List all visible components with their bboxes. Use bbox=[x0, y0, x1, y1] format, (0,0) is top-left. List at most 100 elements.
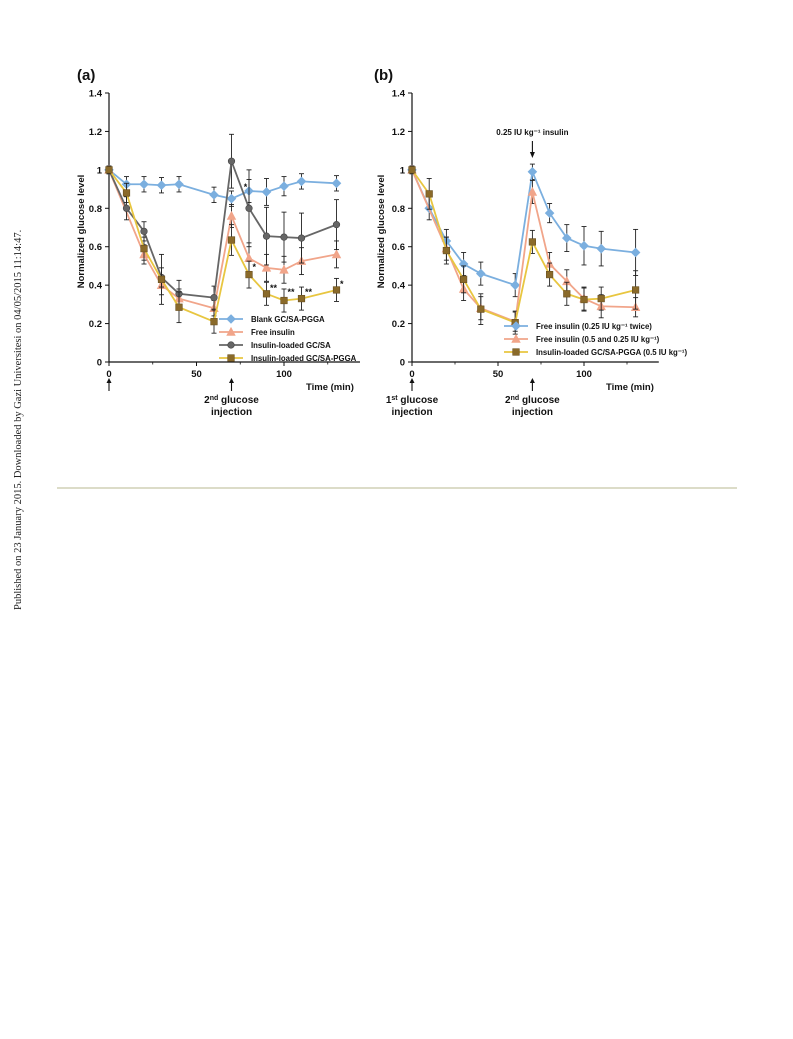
data-point bbox=[544, 208, 555, 218]
data-point bbox=[563, 290, 571, 298]
y-tick-label: 1.2 bbox=[89, 127, 102, 138]
y-tick-label: 1.4 bbox=[392, 89, 406, 100]
significance-mark: ** bbox=[288, 287, 296, 297]
data-point bbox=[156, 180, 167, 191]
data-point bbox=[596, 243, 607, 254]
x-tick-label: 50 bbox=[191, 369, 202, 380]
data-point bbox=[122, 189, 131, 197]
arrow-head bbox=[229, 378, 234, 383]
data-point bbox=[157, 275, 166, 283]
y-tick-label: 0.2 bbox=[392, 319, 405, 330]
x-axis-label: Time (min) bbox=[606, 382, 654, 393]
legend-label: Blank GC/SA-PGGA bbox=[251, 315, 325, 324]
significance-mark: * bbox=[244, 182, 248, 192]
y-axis-label: Normalized glucose level bbox=[76, 175, 87, 289]
y-tick-label: 0.8 bbox=[89, 204, 102, 215]
legend-marker bbox=[226, 314, 236, 324]
y-tick-label: 0.4 bbox=[89, 281, 103, 292]
data-point bbox=[408, 166, 416, 174]
data-point bbox=[545, 270, 554, 279]
data-point bbox=[262, 290, 271, 298]
data-point bbox=[332, 286, 341, 294]
y-axis-label: Normalized glucose level bbox=[376, 175, 387, 289]
data-point bbox=[630, 247, 641, 258]
x-tick-label: 0 bbox=[106, 369, 111, 380]
legend-label: Free insulin (0.5 and 0.25 IU kg⁻¹) bbox=[536, 335, 660, 344]
data-point bbox=[174, 179, 184, 190]
data-point bbox=[527, 166, 538, 177]
data-point bbox=[209, 190, 219, 200]
legend-marker bbox=[512, 348, 520, 356]
data-point bbox=[244, 253, 254, 263]
data-point bbox=[459, 275, 468, 283]
legend-label: Insulin-loaded GC/SA-PGGA (0.5 IU kg⁻¹) bbox=[536, 348, 688, 357]
arrow-label-line2: injection bbox=[391, 407, 432, 418]
x-tick-label: 0 bbox=[409, 369, 414, 380]
y-tick-label: 0.2 bbox=[89, 319, 102, 330]
section-divider bbox=[57, 487, 737, 489]
data-point bbox=[262, 232, 271, 240]
arrow-head bbox=[409, 378, 415, 383]
data-point bbox=[296, 176, 307, 187]
injection-arrow bbox=[106, 378, 112, 391]
data-point bbox=[579, 240, 589, 251]
data-point bbox=[175, 303, 183, 311]
arrow-label: 1st glucose bbox=[386, 395, 439, 407]
arrow-label: 2nd glucose bbox=[505, 395, 560, 407]
data-point bbox=[122, 204, 131, 212]
y-tick-label: 0.6 bbox=[392, 242, 405, 253]
data-point bbox=[528, 238, 536, 246]
x-axis-label: Time (min) bbox=[306, 382, 354, 393]
data-point bbox=[210, 294, 218, 302]
y-tick-label: 0 bbox=[97, 358, 102, 369]
data-point bbox=[279, 264, 289, 274]
legend-label: Free insulin (0.25 IU kg⁻¹ twice) bbox=[536, 322, 652, 331]
data-point bbox=[442, 246, 451, 255]
legend: Blank GC/SA-PGGA Free insulin Insulin-load… bbox=[219, 314, 357, 363]
data-point bbox=[561, 233, 572, 243]
arrow-label: 2nd glucose bbox=[204, 395, 259, 407]
data-point bbox=[332, 221, 341, 229]
data-point bbox=[210, 318, 218, 326]
data-point bbox=[279, 181, 289, 191]
data-point bbox=[227, 157, 236, 165]
insulin-dose-label: 0.25 IU kg⁻¹ insulin bbox=[496, 128, 568, 137]
arrow-label-line2: injection bbox=[512, 407, 553, 418]
significance-mark: * bbox=[340, 279, 344, 289]
data-point bbox=[331, 249, 342, 259]
y-tick-label: 0.4 bbox=[392, 281, 406, 292]
data-point bbox=[297, 294, 306, 303]
legend-label: Insulin-loaded GC/SA bbox=[251, 341, 331, 350]
x-tick-label: 100 bbox=[276, 369, 292, 380]
significance-mark: ** bbox=[270, 283, 278, 293]
data-point bbox=[597, 294, 605, 303]
data-point bbox=[331, 178, 342, 189]
y-tick-label: 1 bbox=[400, 165, 406, 176]
arrow-head bbox=[529, 378, 535, 383]
data-point bbox=[280, 296, 288, 305]
legend-marker bbox=[227, 341, 235, 349]
chart-panel-a: (a) 0 0.2 0.4 0.6 0.8 1 1.2 1.4 0 50 100 Time (min) N… bbox=[76, 67, 360, 418]
y-tick-label: 0.6 bbox=[89, 242, 102, 253]
panel-label: (b) bbox=[374, 67, 393, 84]
y-tick-label: 0 bbox=[400, 358, 405, 369]
data-point bbox=[261, 187, 272, 197]
significance-mark: * bbox=[253, 262, 257, 272]
legend-marker bbox=[227, 354, 235, 362]
data-point bbox=[227, 236, 236, 244]
data-point bbox=[580, 295, 588, 304]
x-tick-label: 50 bbox=[493, 369, 504, 380]
data-point bbox=[140, 245, 148, 253]
data-point bbox=[139, 179, 149, 190]
legend-marker bbox=[511, 333, 521, 343]
data-point bbox=[477, 305, 485, 313]
chart-panel-b: (b) 0 0.2 0.4 0.6 0.8 1 1.2 1.4 0 50 100 Time (min) N… bbox=[374, 67, 688, 418]
y-tick-label: 1 bbox=[97, 165, 103, 176]
panel-label: (a) bbox=[77, 67, 95, 84]
series-1 bbox=[407, 163, 641, 298]
series-1 bbox=[104, 165, 342, 207]
data-point bbox=[475, 268, 486, 279]
